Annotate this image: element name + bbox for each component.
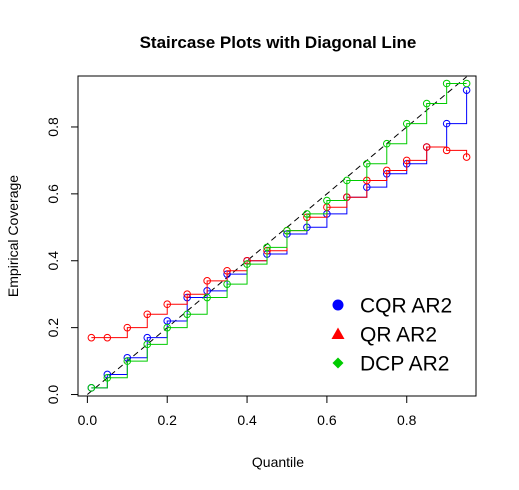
y-tick-label: 0.4	[45, 251, 61, 271]
data-point-qr-ar2	[123, 323, 132, 332]
legend-marker-qr-ar2	[331, 327, 345, 339]
x-tick-label: 0.8	[397, 412, 417, 428]
y-tick-label: 0.8	[45, 117, 61, 137]
legend-label-dcp-ar2: DCP AR2	[360, 353, 450, 376]
data-point-qr-ar2	[203, 277, 211, 285]
data-point-dcp-ar2	[183, 310, 191, 319]
data-point-qr-ar2	[422, 143, 431, 151]
data-point-qr-ar2	[402, 156, 411, 165]
legend-marker-cqr-ar2	[332, 299, 344, 311]
data-point-qr-ar2	[143, 310, 152, 319]
data-point-dcp-ar2	[323, 196, 331, 205]
series-layer	[87, 79, 471, 392]
data-point-qr-ar2	[382, 166, 391, 175]
chart-title: Staircase Plots with Diagonal Line	[140, 33, 417, 52]
x-axis-label: Quantile	[252, 454, 304, 470]
legend: CQR AR2 QR AR2 DCP AR2	[331, 295, 452, 376]
y-tick-label: 0.2	[45, 318, 61, 338]
x-tick-label: 0.6	[317, 412, 337, 428]
x-tick-label: 0.0	[78, 412, 98, 428]
y-axis-label: Empirical Coverage	[5, 175, 21, 297]
data-point-cqr-ar2	[442, 119, 451, 128]
x-tick-label: 0.2	[157, 412, 177, 428]
data-point-dcp-ar2	[103, 374, 112, 382]
diagonal-reference-line	[87, 76, 467, 395]
x-axis: 0.0 0.2 0.4 0.6 0.8	[78, 395, 417, 428]
data-point-dcp-ar2	[363, 159, 371, 168]
data-point-dcp-ar2	[303, 210, 311, 218]
data-point-qr-ar2	[442, 146, 451, 155]
data-point-qr-ar2	[183, 290, 191, 298]
data-point-qr-ar2	[103, 333, 112, 342]
data-point-dcp-ar2	[143, 340, 152, 349]
data-point-dcp-ar2	[243, 260, 251, 268]
y-tick-label: 0.6	[45, 184, 61, 204]
y-tick-label: 0.0	[45, 385, 61, 405]
data-point-dcp-ar2	[87, 384, 96, 392]
data-point-dcp-ar2	[422, 99, 431, 108]
y-axis: 0.0 0.2 0.4 0.6 0.8	[45, 117, 79, 405]
legend-label-qr-ar2: QR AR2	[360, 324, 437, 347]
data-point-qr-ar2	[87, 333, 96, 342]
data-point-dcp-ar2	[462, 79, 471, 88]
data-point-dcp-ar2	[343, 176, 351, 185]
data-point-qr-ar2	[163, 300, 172, 309]
data-point-dcp-ar2	[283, 226, 291, 235]
legend-label-cqr-ar2: CQR AR2	[360, 295, 452, 318]
data-point-dcp-ar2	[123, 357, 132, 365]
data-point-dcp-ar2	[402, 119, 411, 128]
data-point-qr-ar2	[223, 266, 231, 275]
data-point-dcp-ar2	[382, 139, 391, 148]
data-point-dcp-ar2	[203, 293, 211, 302]
data-point-dcp-ar2	[163, 323, 172, 332]
legend-marker-dcp-ar2	[332, 357, 344, 369]
data-point-dcp-ar2	[223, 280, 231, 288]
x-tick-label: 0.4	[237, 412, 257, 428]
data-point-dcp-ar2	[263, 243, 271, 252]
data-point-dcp-ar2	[442, 79, 451, 88]
data-point-qr-ar2	[462, 153, 471, 161]
